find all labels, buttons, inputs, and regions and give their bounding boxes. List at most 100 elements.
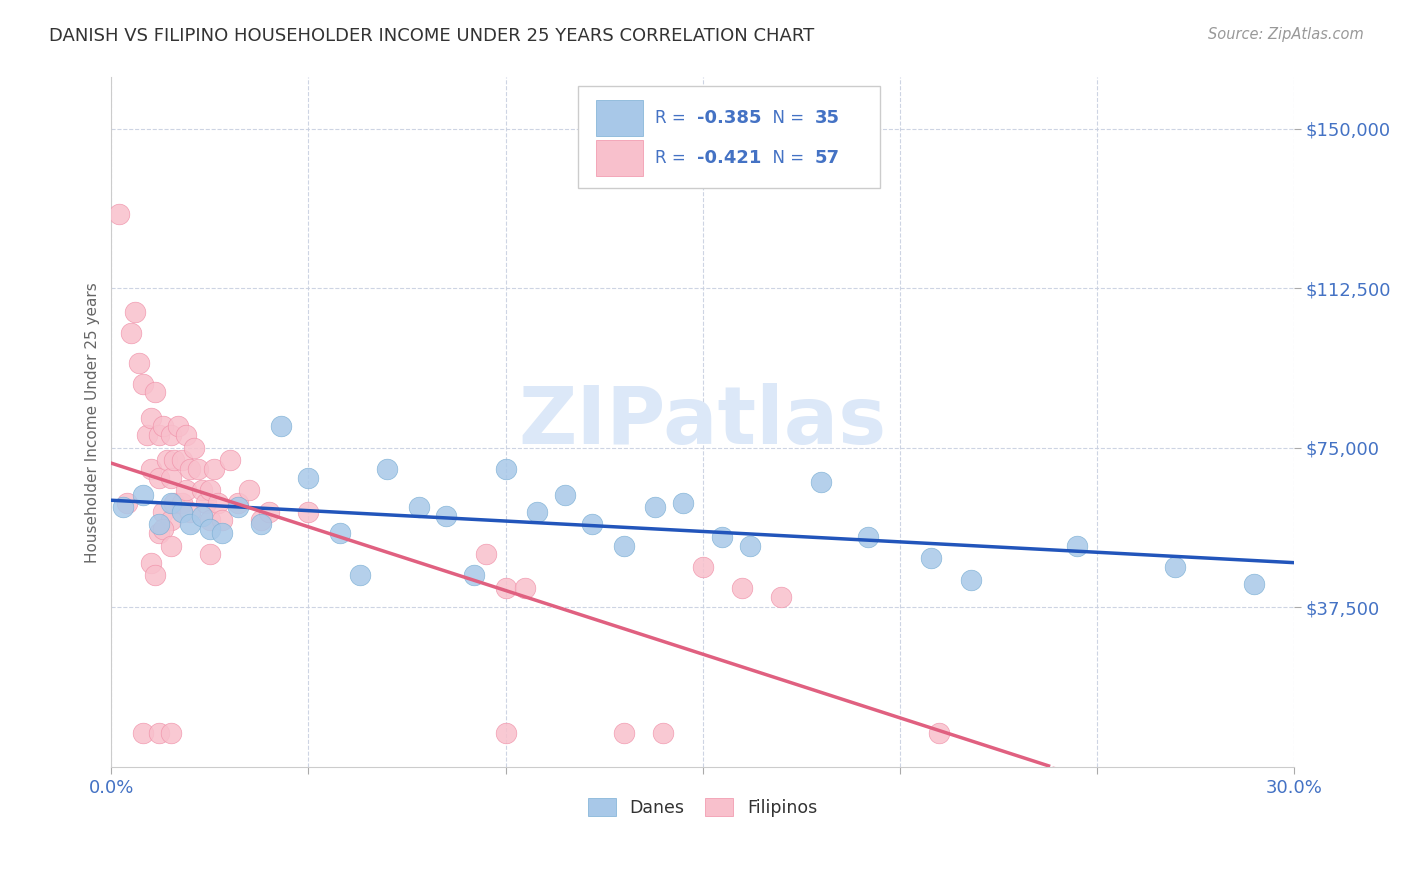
Point bbox=[250, 513, 273, 527]
Point bbox=[179, 504, 201, 518]
Point bbox=[159, 726, 181, 740]
Point bbox=[810, 475, 832, 489]
Point bbox=[198, 547, 221, 561]
Point bbox=[128, 355, 150, 369]
Text: -0.421: -0.421 bbox=[696, 149, 761, 167]
Point bbox=[711, 530, 734, 544]
Point bbox=[920, 551, 942, 566]
Point bbox=[163, 496, 186, 510]
Text: Source: ZipAtlas.com: Source: ZipAtlas.com bbox=[1208, 27, 1364, 42]
Point bbox=[159, 428, 181, 442]
Point bbox=[198, 483, 221, 498]
FancyBboxPatch shape bbox=[596, 140, 644, 176]
Point bbox=[211, 525, 233, 540]
Point bbox=[495, 581, 517, 595]
Point bbox=[172, 504, 194, 518]
Point bbox=[652, 726, 675, 740]
Point bbox=[856, 530, 879, 544]
Point bbox=[257, 504, 280, 518]
Point bbox=[329, 525, 352, 540]
Point bbox=[191, 483, 214, 498]
Point bbox=[238, 483, 260, 498]
Point bbox=[581, 517, 603, 532]
Point bbox=[270, 419, 292, 434]
Text: 35: 35 bbox=[815, 109, 839, 127]
Point bbox=[375, 462, 398, 476]
Point bbox=[226, 496, 249, 510]
Point bbox=[124, 304, 146, 318]
Point bbox=[198, 522, 221, 536]
Point bbox=[148, 470, 170, 484]
Point bbox=[526, 504, 548, 518]
Point bbox=[770, 590, 793, 604]
FancyBboxPatch shape bbox=[578, 86, 880, 187]
Point bbox=[152, 419, 174, 434]
Point bbox=[515, 581, 537, 595]
Point bbox=[139, 411, 162, 425]
Point bbox=[155, 453, 177, 467]
Point bbox=[179, 462, 201, 476]
Text: N =: N = bbox=[762, 149, 808, 167]
Point bbox=[195, 496, 218, 510]
Point bbox=[191, 508, 214, 523]
Point bbox=[172, 496, 194, 510]
Legend: Danes, Filipinos: Danes, Filipinos bbox=[581, 791, 824, 823]
Text: DANISH VS FILIPINO HOUSEHOLDER INCOME UNDER 25 YEARS CORRELATION CHART: DANISH VS FILIPINO HOUSEHOLDER INCOME UN… bbox=[49, 27, 814, 45]
Point bbox=[174, 428, 197, 442]
Point bbox=[152, 522, 174, 536]
Point bbox=[163, 453, 186, 467]
Point bbox=[731, 581, 754, 595]
Point bbox=[218, 453, 240, 467]
Text: 57: 57 bbox=[815, 149, 839, 167]
Point bbox=[202, 462, 225, 476]
Text: N =: N = bbox=[762, 109, 808, 127]
Point bbox=[132, 487, 155, 501]
Point bbox=[135, 428, 157, 442]
Point bbox=[297, 470, 319, 484]
Point bbox=[408, 500, 430, 515]
Point bbox=[644, 500, 666, 515]
Point bbox=[613, 726, 636, 740]
Point bbox=[349, 568, 371, 582]
Point bbox=[434, 508, 457, 523]
Point bbox=[1164, 560, 1187, 574]
Point bbox=[159, 496, 181, 510]
Point bbox=[143, 385, 166, 400]
Point bbox=[692, 560, 714, 574]
Point bbox=[148, 517, 170, 532]
Point bbox=[132, 726, 155, 740]
Point bbox=[959, 573, 981, 587]
Point bbox=[159, 513, 181, 527]
Point bbox=[250, 517, 273, 532]
Point bbox=[172, 453, 194, 467]
Point bbox=[554, 487, 576, 501]
Point bbox=[928, 726, 950, 740]
Point bbox=[198, 513, 221, 527]
Point bbox=[139, 462, 162, 476]
Point bbox=[112, 500, 135, 515]
Point bbox=[167, 419, 190, 434]
Point bbox=[1066, 539, 1088, 553]
Point bbox=[179, 517, 201, 532]
Point bbox=[297, 504, 319, 518]
Point bbox=[207, 496, 229, 510]
Text: -0.385: -0.385 bbox=[696, 109, 761, 127]
Point bbox=[1243, 577, 1265, 591]
Point bbox=[115, 496, 138, 510]
Point bbox=[108, 206, 131, 220]
Text: ZIPatlas: ZIPatlas bbox=[519, 384, 887, 461]
Point bbox=[672, 496, 695, 510]
Point bbox=[187, 462, 209, 476]
Point bbox=[148, 428, 170, 442]
Point bbox=[139, 556, 162, 570]
Point bbox=[120, 326, 142, 340]
Point bbox=[475, 547, 498, 561]
Point bbox=[613, 539, 636, 553]
Point bbox=[152, 504, 174, 518]
Point bbox=[211, 513, 233, 527]
Point bbox=[143, 568, 166, 582]
Point bbox=[495, 462, 517, 476]
Point bbox=[159, 470, 181, 484]
Point bbox=[132, 376, 155, 391]
Point bbox=[463, 568, 485, 582]
